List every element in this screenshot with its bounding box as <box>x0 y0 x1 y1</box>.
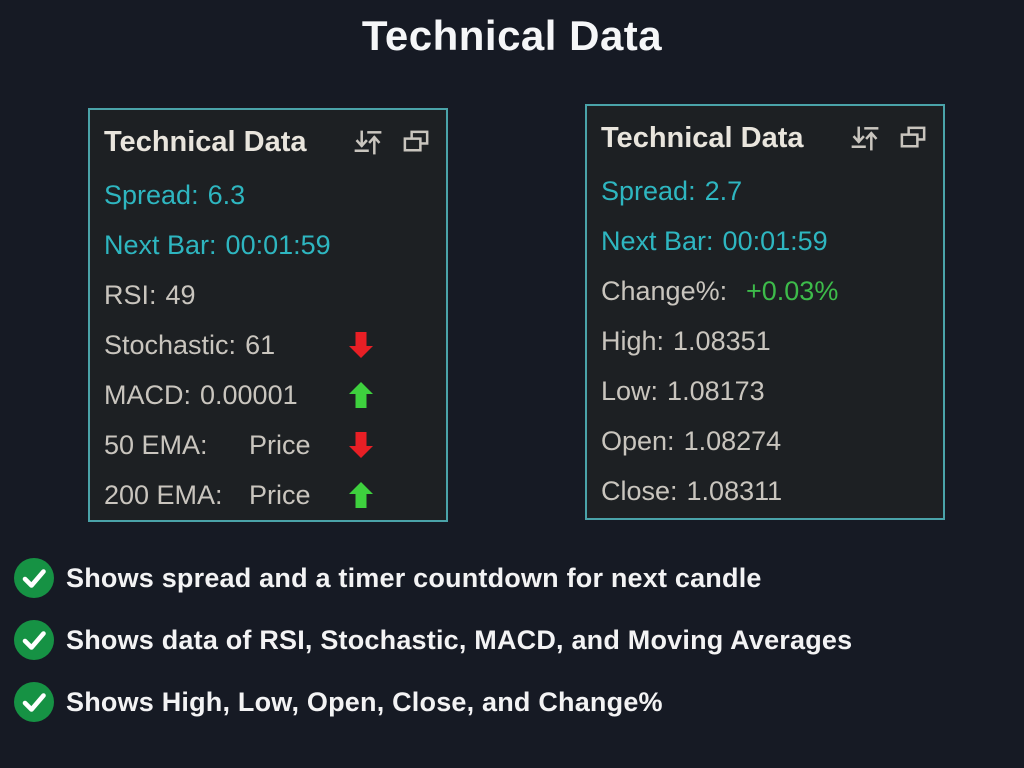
panel-header: Technical Data <box>587 106 943 166</box>
row-value: 49 <box>165 279 196 310</box>
row-next-bar: Next Bar: 00:01:59 <box>587 216 943 266</box>
trend-arrow-icon <box>346 330 376 360</box>
row-value: 6.3 <box>207 179 246 210</box>
check-circle-icon <box>14 558 54 598</box>
row-50-ema: 50 EMA: Price <box>90 420 446 470</box>
panel-title: Technical Data <box>104 125 307 158</box>
row-label: Stochastic: <box>104 329 237 360</box>
row-low: Low: 1.08173 <box>587 366 943 416</box>
check-circle-icon <box>14 620 54 660</box>
trend-arrow-icon <box>346 430 376 460</box>
trend-arrow-icon <box>346 480 376 510</box>
row-label: Next Bar: <box>104 229 217 260</box>
panel-title: Technical Data <box>601 121 804 154</box>
row-value: Price <box>249 479 311 510</box>
row-label: RSI: <box>104 279 157 310</box>
page-title: Technical Data <box>361 12 663 59</box>
row-value: 0.00001 <box>200 379 298 410</box>
row-value: 1.08311 <box>686 475 783 506</box>
up-arrow-icon <box>349 382 373 408</box>
row-value: 1.08351 <box>673 325 771 356</box>
row-label: Low: <box>601 375 659 406</box>
row-spread: Spread: 6.3 <box>90 170 446 220</box>
row-value: 2.7 <box>704 175 743 206</box>
row-label: Change%: <box>601 275 728 306</box>
row-label: Spread: <box>601 175 696 206</box>
row-value: 61 <box>245 329 276 360</box>
row-stochastic: Stochastic: 61 <box>90 320 446 370</box>
row-next-bar: Next Bar: 00:01:59 <box>90 220 446 270</box>
row-rsi: RSI: 49 <box>90 270 446 320</box>
row-label: Spread: <box>104 179 199 210</box>
row-value: 00:01:59 <box>722 225 828 256</box>
feature-bullet: Shows spread and a timer countdown for n… <box>14 556 762 600</box>
restore-window-icon[interactable] <box>401 127 432 158</box>
panel-header-icons <box>353 127 432 158</box>
technical-data-panel-left: Technical Data Spread: 6.3 Next Bar: 00:01… <box>88 108 448 522</box>
trend-arrow-icon <box>346 380 376 410</box>
row-change-percent: Change%: +0.03% <box>587 266 943 316</box>
row-label: 200 EMA: <box>104 479 223 510</box>
sort-icon[interactable] <box>850 123 881 154</box>
row-label: High: <box>601 325 665 356</box>
panel-header: Technical Data <box>90 110 446 170</box>
bullet-text: Shows High, Low, Open, Close, and Change… <box>66 686 663 717</box>
up-arrow-icon <box>349 482 373 508</box>
row-value: +0.03% <box>746 275 839 306</box>
row-high: High: 1.08351 <box>587 316 943 366</box>
row-value: 00:01:59 <box>225 229 331 260</box>
bullet-text: Shows spread and a timer countdown for n… <box>66 562 762 593</box>
technical-data-panel-right: Technical Data Spread: 2.7 Next Bar: 00:01… <box>585 104 945 520</box>
row-macd: MACD: 0.00001 <box>90 370 446 420</box>
feature-bullet: Shows High, Low, Open, Close, and Change… <box>14 680 663 724</box>
sort-icon[interactable] <box>353 127 384 158</box>
row-label: 50 EMA: <box>104 429 208 460</box>
row-value: 1.08173 <box>667 375 765 406</box>
feature-bullet: Shows data of RSI, Stochastic, MACD, and… <box>14 618 852 662</box>
row-close: Close: 1.08311 <box>587 466 943 516</box>
bullet-text: Shows data of RSI, Stochastic, MACD, and… <box>66 624 853 655</box>
row-200-ema: 200 EMA: Price <box>90 470 446 520</box>
row-label: Open: <box>601 425 675 456</box>
row-value: Price <box>249 429 311 460</box>
row-value: 1.08274 <box>683 425 782 456</box>
down-arrow-icon <box>349 332 373 358</box>
row-label: MACD: <box>104 379 191 410</box>
restore-window-icon[interactable] <box>898 123 929 154</box>
row-spread: Spread: 2.7 <box>587 166 943 216</box>
row-open: Open: 1.08274 <box>587 416 943 466</box>
panel-header-icons <box>850 123 929 154</box>
row-label: Close: <box>601 475 678 506</box>
down-arrow-icon <box>349 432 373 458</box>
row-label: Next Bar: <box>601 225 714 256</box>
check-circle-icon <box>14 682 54 722</box>
